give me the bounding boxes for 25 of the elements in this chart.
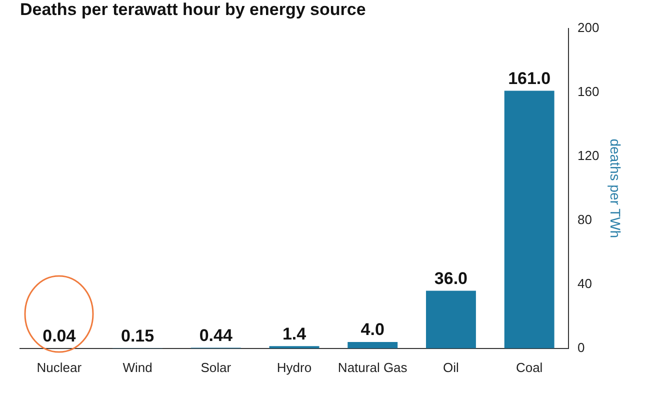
y-axis-title: deaths per TWh [608, 138, 624, 238]
x-tick-label: Coal [516, 360, 543, 375]
y-tick-label: 80 [578, 212, 592, 227]
x-tick-label: Nuclear [36, 360, 82, 375]
y-tick-label: 160 [578, 84, 600, 99]
x-tick-label: Hydro [276, 360, 312, 375]
data-label: 0.04 [42, 326, 76, 346]
data-label: 0.15 [120, 326, 154, 346]
data-label: 36.0 [434, 268, 468, 288]
x-tick-label: Natural Gas [338, 360, 408, 375]
chart-title: Deaths per terawatt hour by energy source [20, 0, 366, 19]
data-label: 161.0 [508, 68, 551, 88]
y-tick-label: 200 [578, 20, 600, 35]
y-tick-label: 0 [578, 340, 585, 355]
x-tick-label: Wind [122, 360, 152, 375]
y-tick-label: 120 [578, 148, 600, 163]
data-label: 1.4 [282, 324, 307, 344]
x-tick-label: Oil [443, 360, 460, 375]
bar [426, 290, 476, 348]
data-label: 0.44 [199, 326, 233, 345]
bar [504, 90, 554, 348]
data-label: 4.0 [360, 320, 384, 340]
x-tick-label: Solar [200, 360, 232, 375]
y-tick-label: 40 [578, 276, 592, 291]
bar [348, 342, 398, 348]
